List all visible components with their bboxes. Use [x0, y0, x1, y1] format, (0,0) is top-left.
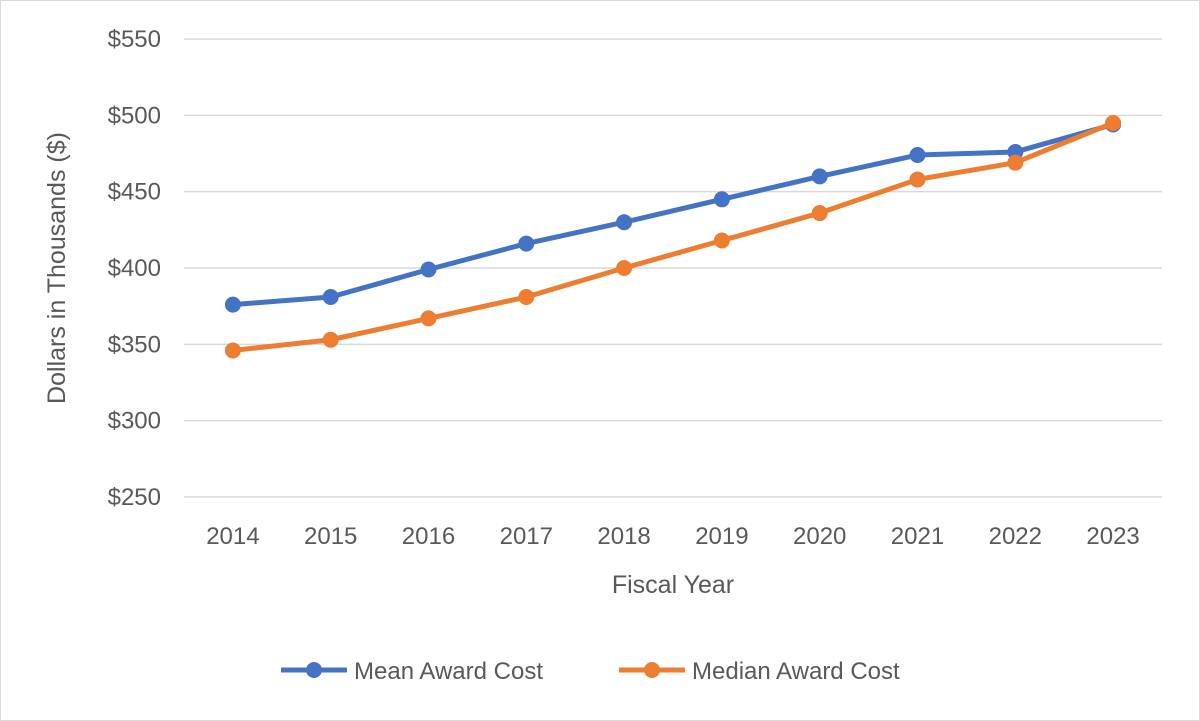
x-tick-label: 2014	[206, 523, 259, 550]
series-line	[230, 121, 1116, 308]
x-tick-label: 2019	[695, 523, 748, 550]
y-axis-ticks: $250 $300 $350 $400 $450 $500 $550	[108, 26, 161, 511]
data-point	[1105, 114, 1122, 131]
data-point	[518, 235, 535, 252]
y-tick-label: $450	[108, 179, 161, 206]
y-tick-label: $300	[108, 408, 161, 435]
data-point	[811, 205, 828, 222]
series-median	[224, 114, 1122, 359]
legend-item-median: Median Award Cost	[619, 658, 900, 685]
x-tick-label: 2023	[1086, 523, 1139, 550]
series-lines	[224, 114, 1122, 359]
y-tick-label: $250	[108, 484, 161, 511]
x-tick-label: 2020	[793, 523, 846, 550]
legend: Mean Award Cost Median Award Cost	[281, 658, 900, 685]
legend-item-mean: Mean Award Cost	[281, 658, 543, 685]
data-point	[518, 289, 535, 306]
legend-label-mean: Mean Award Cost	[354, 658, 543, 685]
legend-label-median: Median Award Cost	[692, 658, 900, 685]
data-point	[224, 342, 241, 359]
x-tick-label: 2016	[402, 523, 455, 550]
data-point	[713, 191, 730, 208]
x-tick-label: 2021	[891, 523, 944, 550]
data-point	[909, 171, 926, 188]
data-point	[420, 310, 437, 327]
y-axis-title: Dollars in Thousands ($)	[43, 132, 71, 404]
series-line	[230, 120, 1116, 353]
data-point	[713, 232, 730, 249]
y-tick-label: $400	[108, 255, 161, 282]
y-tick-label: $500	[108, 102, 161, 129]
x-axis-title: Fiscal Year	[612, 571, 734, 599]
data-point	[224, 296, 241, 313]
data-point	[420, 261, 437, 278]
data-point	[616, 214, 633, 231]
x-axis-ticks: 2014 2015 2016 2017 2018 2019 2020 2021 2022 2023	[206, 523, 1140, 550]
data-point	[322, 331, 339, 348]
x-tick-label: 2018	[597, 523, 650, 550]
x-tick-label: 2017	[500, 523, 553, 550]
series-mean	[224, 116, 1122, 313]
gridlines	[184, 38, 1162, 498]
y-tick-label: $350	[108, 331, 161, 358]
data-point	[322, 289, 339, 306]
data-point	[909, 147, 926, 164]
data-point	[616, 260, 633, 276]
x-tick-label: 2015	[304, 523, 357, 550]
data-point	[811, 168, 828, 185]
x-tick-label: 2022	[989, 523, 1042, 550]
y-tick-label: $550	[108, 26, 161, 53]
data-point	[1007, 154, 1024, 171]
